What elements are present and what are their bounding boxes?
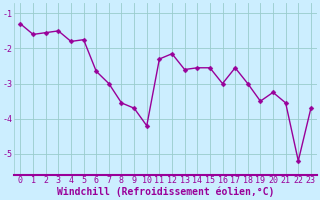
X-axis label: Windchill (Refroidissement éolien,°C): Windchill (Refroidissement éolien,°C) — [57, 187, 274, 197]
